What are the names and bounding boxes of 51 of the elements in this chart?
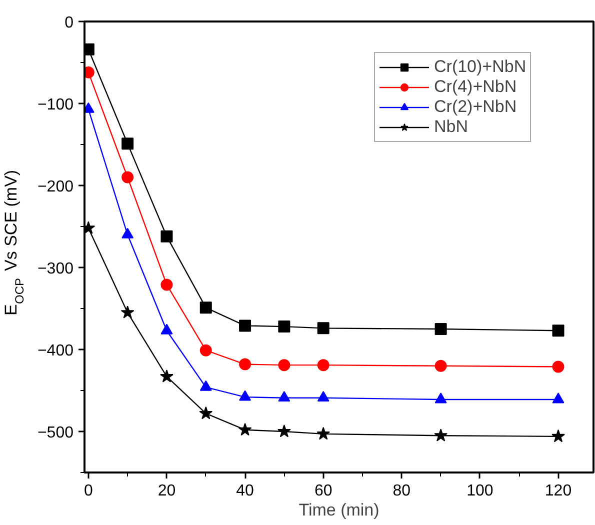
x-tick-label: 120 [544, 482, 572, 500]
point [200, 380, 212, 391]
point [200, 344, 212, 356]
point [278, 391, 290, 402]
y-tick-label: −500 [37, 424, 74, 442]
legend-label: NbN [434, 117, 468, 137]
point [317, 391, 330, 402]
y-tick-label: −300 [37, 260, 74, 278]
y-tick-label: −100 [37, 96, 74, 114]
point [317, 359, 330, 372]
legend-label: Cr(2)+NbN [434, 97, 517, 117]
point [199, 406, 213, 420]
y-tick-label: −200 [37, 178, 74, 196]
point [278, 320, 290, 333]
point [122, 171, 134, 184]
x-tick-label: 100 [466, 482, 494, 500]
x-axis-title: Time (min) [298, 500, 380, 520]
point [434, 323, 447, 335]
point [434, 392, 447, 404]
point [552, 392, 564, 404]
y-tick-label: 0 [64, 14, 74, 32]
y-axis-title: EOCP Vs SCE (mV) [2, 170, 26, 316]
point [552, 429, 565, 442]
point [239, 358, 252, 370]
point [239, 320, 252, 332]
point [238, 422, 252, 436]
point [552, 324, 564, 337]
point [200, 302, 212, 314]
point [434, 360, 447, 372]
point [239, 390, 252, 401]
point [160, 324, 173, 334]
point [316, 426, 330, 440]
point [278, 359, 290, 372]
x-tick-label: 20 [158, 482, 176, 500]
legend-label: Cr(4)+NbN [434, 77, 517, 97]
point [122, 228, 134, 238]
point [160, 370, 174, 382]
legend-label: Cr(10)+NbN [434, 57, 526, 77]
x-tick-label: 60 [314, 482, 332, 500]
point [160, 230, 173, 242]
x-tick-label: 40 [236, 482, 254, 500]
point [552, 360, 564, 373]
y-tick-label: −400 [37, 342, 74, 360]
point [122, 138, 134, 150]
point [278, 424, 291, 438]
point [120, 306, 134, 318]
x-tick-label: 0 [84, 482, 93, 500]
point [317, 322, 330, 334]
x-tick-label: 80 [392, 482, 411, 500]
point [160, 278, 173, 291]
point [434, 428, 448, 442]
